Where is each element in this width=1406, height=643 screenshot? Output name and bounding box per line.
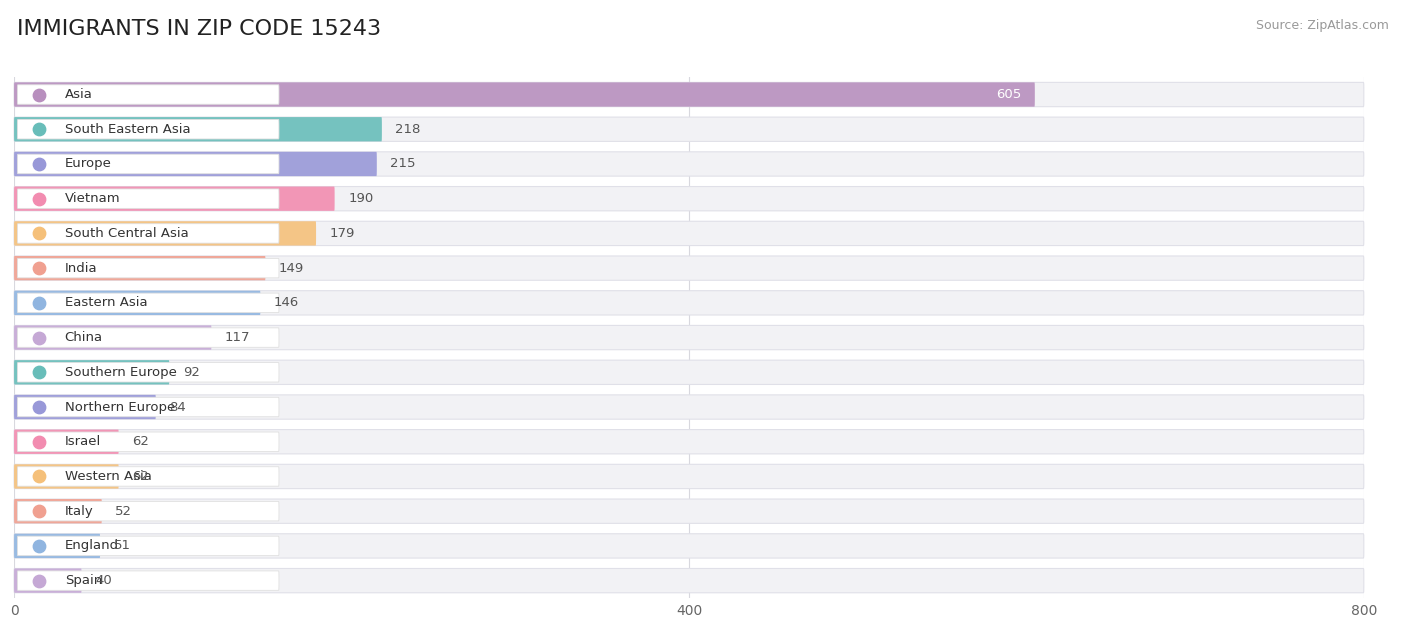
FancyBboxPatch shape — [14, 221, 316, 246]
FancyBboxPatch shape — [17, 432, 278, 451]
Text: Vietnam: Vietnam — [65, 192, 121, 205]
Text: 179: 179 — [329, 227, 354, 240]
FancyBboxPatch shape — [14, 464, 1364, 489]
FancyBboxPatch shape — [14, 360, 1364, 385]
FancyBboxPatch shape — [14, 82, 1035, 107]
Text: Southern Europe: Southern Europe — [65, 366, 177, 379]
Text: South Eastern Asia: South Eastern Asia — [65, 123, 190, 136]
FancyBboxPatch shape — [17, 502, 278, 521]
FancyBboxPatch shape — [17, 328, 278, 347]
FancyBboxPatch shape — [17, 397, 278, 417]
Text: 62: 62 — [132, 435, 149, 448]
Text: 40: 40 — [96, 574, 112, 587]
Text: Israel: Israel — [65, 435, 101, 448]
FancyBboxPatch shape — [17, 224, 278, 243]
FancyBboxPatch shape — [14, 152, 1364, 176]
Text: Italy: Italy — [65, 505, 93, 518]
FancyBboxPatch shape — [14, 325, 211, 350]
Point — [28, 263, 51, 273]
Text: 218: 218 — [395, 123, 420, 136]
Text: 605: 605 — [995, 88, 1021, 101]
FancyBboxPatch shape — [14, 117, 1364, 141]
FancyBboxPatch shape — [17, 154, 278, 174]
FancyBboxPatch shape — [14, 291, 260, 315]
Text: England: England — [65, 539, 118, 552]
FancyBboxPatch shape — [17, 571, 278, 590]
FancyBboxPatch shape — [14, 152, 377, 176]
FancyBboxPatch shape — [17, 363, 278, 382]
FancyBboxPatch shape — [14, 499, 1364, 523]
Text: 215: 215 — [391, 158, 416, 170]
FancyBboxPatch shape — [14, 568, 1364, 593]
FancyBboxPatch shape — [14, 534, 100, 558]
Text: Source: ZipAtlas.com: Source: ZipAtlas.com — [1256, 19, 1389, 32]
Text: 62: 62 — [132, 470, 149, 483]
Point — [28, 159, 51, 169]
Point — [28, 367, 51, 377]
Point — [28, 402, 51, 412]
Point — [28, 194, 51, 204]
FancyBboxPatch shape — [17, 536, 278, 556]
FancyBboxPatch shape — [17, 85, 278, 104]
Point — [28, 541, 51, 551]
FancyBboxPatch shape — [14, 568, 82, 593]
FancyBboxPatch shape — [14, 221, 1364, 246]
Text: 92: 92 — [183, 366, 200, 379]
FancyBboxPatch shape — [14, 430, 118, 454]
FancyBboxPatch shape — [14, 395, 156, 419]
Text: 149: 149 — [278, 262, 304, 275]
FancyBboxPatch shape — [17, 120, 278, 139]
FancyBboxPatch shape — [14, 430, 1364, 454]
Point — [28, 575, 51, 586]
FancyBboxPatch shape — [17, 293, 278, 312]
FancyBboxPatch shape — [14, 82, 1364, 107]
Text: 84: 84 — [169, 401, 186, 413]
Point — [28, 124, 51, 134]
Text: Western Asia: Western Asia — [65, 470, 152, 483]
Point — [28, 228, 51, 239]
Text: China: China — [65, 331, 103, 344]
Text: South Central Asia: South Central Asia — [65, 227, 188, 240]
Text: Eastern Asia: Eastern Asia — [65, 296, 148, 309]
Point — [28, 89, 51, 100]
Point — [28, 298, 51, 308]
FancyBboxPatch shape — [14, 291, 1364, 315]
Point — [28, 506, 51, 516]
FancyBboxPatch shape — [14, 256, 1364, 280]
Text: Europe: Europe — [65, 158, 111, 170]
FancyBboxPatch shape — [17, 258, 278, 278]
Text: Spain: Spain — [65, 574, 101, 587]
FancyBboxPatch shape — [14, 186, 335, 211]
FancyBboxPatch shape — [14, 395, 1364, 419]
Text: 190: 190 — [349, 192, 374, 205]
FancyBboxPatch shape — [14, 117, 382, 141]
Text: India: India — [65, 262, 97, 275]
FancyBboxPatch shape — [14, 325, 1364, 350]
Text: 51: 51 — [114, 539, 131, 552]
Text: IMMIGRANTS IN ZIP CODE 15243: IMMIGRANTS IN ZIP CODE 15243 — [17, 19, 381, 39]
Text: 146: 146 — [274, 296, 299, 309]
Text: Northern Europe: Northern Europe — [65, 401, 174, 413]
FancyBboxPatch shape — [17, 467, 278, 486]
FancyBboxPatch shape — [14, 256, 266, 280]
FancyBboxPatch shape — [14, 464, 118, 489]
FancyBboxPatch shape — [14, 499, 101, 523]
Point — [28, 437, 51, 447]
Text: 52: 52 — [115, 505, 132, 518]
FancyBboxPatch shape — [14, 186, 1364, 211]
FancyBboxPatch shape — [17, 189, 278, 208]
Text: 117: 117 — [225, 331, 250, 344]
Point — [28, 471, 51, 482]
Point — [28, 332, 51, 343]
Text: Asia: Asia — [65, 88, 93, 101]
FancyBboxPatch shape — [14, 360, 169, 385]
FancyBboxPatch shape — [14, 534, 1364, 558]
